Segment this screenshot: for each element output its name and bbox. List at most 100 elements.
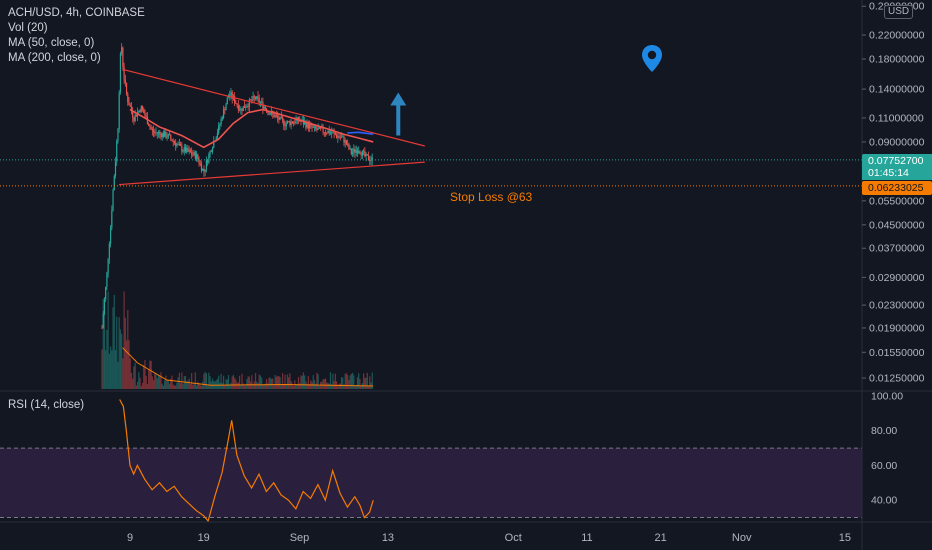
candle-body — [334, 133, 336, 135]
candle-body — [229, 94, 231, 97]
candle-body — [258, 98, 260, 103]
volume-bar — [241, 373, 243, 389]
volume-bar — [337, 385, 339, 389]
volume-bar — [105, 350, 107, 389]
tick-labels: 0.280000000.220000000.180000000.14000000… — [127, 1, 925, 544]
candle-body — [134, 114, 136, 122]
bar-countdown-tag: 01:45:14 — [862, 166, 932, 180]
volume-bar — [278, 376, 280, 389]
volume-bar — [176, 382, 178, 389]
volume-bar — [181, 372, 183, 389]
candle-body — [155, 132, 157, 134]
volume-bar — [112, 307, 114, 389]
candle-body — [363, 150, 365, 152]
volume-bar — [293, 385, 295, 389]
volume-bar — [216, 378, 219, 389]
rsi-tick-label: 80.00 — [871, 425, 897, 437]
volume-bar — [197, 381, 199, 389]
volume-bar — [107, 291, 109, 389]
candle-body — [359, 151, 361, 154]
stop-loss-annotation[interactable]: Stop Loss @63 — [450, 190, 533, 204]
currency-badge[interactable]: USD — [884, 5, 914, 19]
volume-bar — [186, 381, 188, 389]
candle-body — [157, 132, 160, 134]
volume-bar — [144, 359, 146, 389]
candle-body — [118, 92, 120, 130]
candle-body — [288, 121, 290, 123]
volume-bar — [275, 376, 278, 389]
volume-bar — [238, 375, 241, 389]
volume-bar — [204, 372, 206, 389]
candle-body — [273, 113, 275, 118]
candle-body — [195, 154, 198, 159]
candle-body — [151, 129, 153, 131]
candle-body — [224, 109, 226, 111]
volume-bar — [152, 380, 155, 389]
candle-body — [234, 96, 236, 104]
price-tick-label: 0.03700000 — [869, 243, 925, 255]
volume-bar — [280, 385, 282, 389]
candle-body — [227, 96, 230, 99]
candle-body — [124, 79, 126, 83]
candle-body — [370, 160, 372, 162]
candle-body — [231, 92, 233, 99]
candle-body — [358, 151, 360, 153]
volume-bar — [189, 384, 192, 389]
candle-body — [156, 132, 158, 134]
volume-bar — [198, 382, 200, 389]
volume-legend[interactable]: Vol (20) — [8, 22, 48, 34]
volume-bar — [209, 376, 211, 389]
volume-bar — [261, 377, 263, 389]
map-pin-icon[interactable] — [641, 44, 663, 74]
volume-bar — [180, 383, 182, 389]
rsi-legend[interactable]: RSI (14, close) — [8, 399, 85, 411]
volume-bar — [102, 298, 104, 389]
candle-body — [348, 143, 350, 150]
price-tick-label: 0.14000000 — [869, 84, 925, 96]
volume-bar — [188, 378, 190, 389]
volume-bar — [295, 383, 297, 389]
candle-body — [159, 132, 161, 134]
volume-bar — [363, 373, 365, 389]
candle-body — [243, 106, 246, 108]
candle-body — [353, 148, 355, 153]
candle-body — [125, 82, 128, 94]
volume-bar — [297, 377, 300, 389]
candle-body — [108, 243, 110, 259]
volume-bar — [127, 310, 129, 389]
candle-body — [337, 136, 339, 138]
ma200-line — [347, 131, 374, 136]
volume-bar — [200, 385, 203, 389]
volume-bar — [284, 374, 286, 389]
candle-body — [328, 130, 330, 134]
candle-body — [296, 117, 298, 120]
candle-body — [355, 150, 357, 153]
volume-bar — [246, 379, 248, 389]
up-arrow-icon[interactable] — [390, 92, 407, 136]
ma50-legend[interactable]: MA (50, close, 0) — [8, 37, 95, 49]
volume-bar — [113, 294, 115, 389]
candle-body — [320, 126, 322, 129]
volume-bar — [269, 377, 271, 389]
candle-body — [308, 124, 311, 129]
candle-body — [209, 150, 211, 155]
price-tick-label: 0.04500000 — [869, 219, 925, 231]
candle-body — [332, 132, 334, 134]
candle-body — [170, 135, 172, 139]
candle-body — [305, 122, 307, 128]
candle-body — [340, 137, 343, 138]
candle-body — [222, 109, 225, 119]
volume-bar — [222, 375, 225, 389]
ma200-legend[interactable]: MA (200, close, 0) — [8, 52, 101, 64]
candle-body — [218, 125, 220, 134]
trendline-lower — [118, 161, 425, 186]
volume-bar — [245, 384, 247, 389]
symbol-title: ACH/USD, 4h, COINBASE — [8, 7, 145, 19]
volume-bar — [111, 350, 113, 389]
candle-body — [198, 159, 200, 164]
candle-body — [173, 141, 176, 143]
candle-body — [191, 152, 193, 155]
candle-body — [310, 124, 312, 126]
volume-bar — [121, 333, 123, 389]
